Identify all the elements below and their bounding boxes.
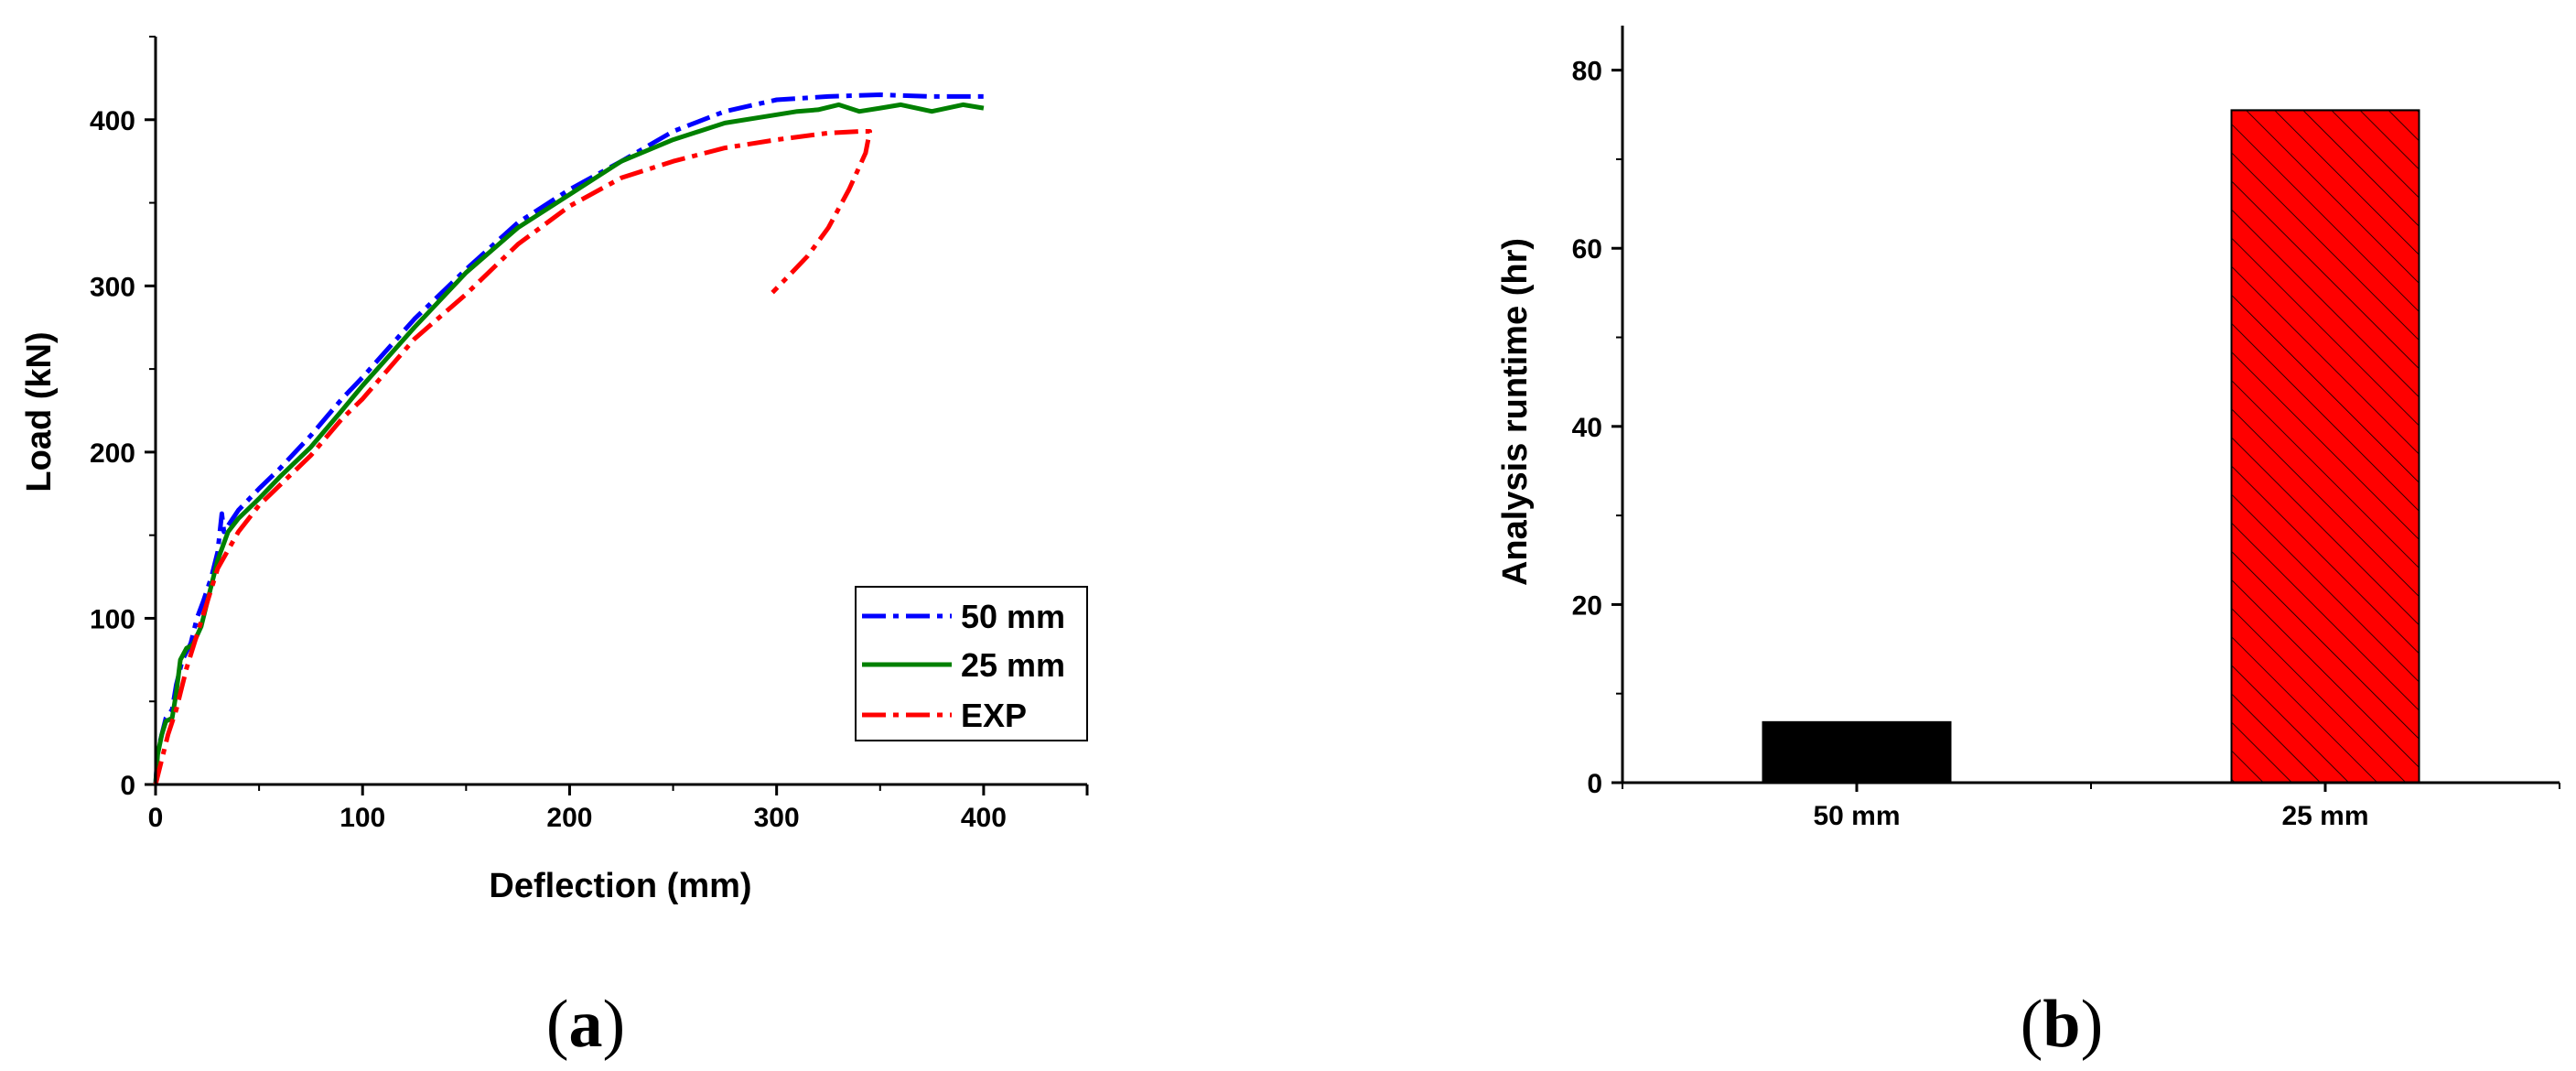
chart-a-x-axis-title: Deflection (mm) [489, 867, 751, 905]
panel-b-close-paren: ) [2081, 987, 2104, 1062]
bar-50mm [1762, 720, 1952, 784]
chart-a-x-tick-label: 100 [340, 803, 385, 833]
bar-25mm-hatch [2230, 109, 2420, 784]
panel-b-letter: b [2042, 987, 2080, 1062]
chart-b-x-tick-label: 50 mm [1813, 801, 1900, 831]
chart-a-legend: 50 mm 25 mm EXP [855, 586, 1088, 741]
chart-a-y-axis-title: Load (kN) [20, 331, 59, 492]
chart-b-ticks: 0 20 40 60 80 50 mm 25 mm [1572, 57, 2560, 831]
chart-b-y-tick-label: 0 [1587, 769, 1602, 799]
panel-b-open-paren: ( [2021, 987, 2043, 1062]
chart-a-x-tick-label: 0 [148, 803, 164, 833]
chart-a-y-tick-label: 300 [90, 272, 135, 302]
chart-a-y-tick-label: 0 [120, 771, 135, 801]
chart-a-series-group [153, 92, 985, 785]
load-deflection-chart: 0 100 200 300 400 0 100 200 300 400 Deflection (m… [20, 36, 1089, 1062]
legend-label-25mm: 25 mm [961, 646, 1065, 684]
runtime-bar-chart: 0 20 40 60 80 50 mm 25 mm Analysis runtime (hr… [1496, 26, 2560, 1062]
chart-b-y-tick-label: 20 [1572, 590, 1602, 621]
chart-a-y-tick-label: 200 [90, 438, 135, 469]
chart-b-x-tick-label: 25 mm [2281, 801, 2368, 831]
panel-a-letter: a [569, 987, 603, 1062]
chart-b-y-axis-title: Analysis runtime (hr) [1496, 238, 1535, 586]
panel-a-open-paren: ( [546, 987, 569, 1062]
chart-a-x-tick-label: 400 [961, 803, 1007, 833]
chart-a-x-tick-label: 200 [546, 803, 592, 833]
series-line-exp [153, 129, 872, 785]
chart-b-bars [1762, 109, 2420, 784]
chart-b-y-tick-label: 60 [1572, 234, 1602, 265]
panel-label-b: (b) [2021, 987, 2103, 1062]
chart-a-ticks: 0 100 200 300 400 0 100 200 300 400 [90, 36, 1089, 833]
series-line-25mm [153, 102, 985, 785]
chart-a-x-tick-label: 300 [754, 803, 800, 833]
legend-label-exp: EXP [961, 697, 1027, 734]
legend-label-50mm: 50 mm [961, 598, 1065, 635]
panel-label-a: (a) [546, 987, 625, 1062]
chart-a-y-tick-label: 400 [90, 106, 135, 136]
chart-b-y-tick-label: 40 [1572, 413, 1602, 443]
panel-a-close-paren: ) [603, 987, 626, 1062]
chart-b-y-tick-label: 80 [1572, 57, 1602, 87]
chart-a-y-tick-label: 100 [90, 604, 135, 634]
